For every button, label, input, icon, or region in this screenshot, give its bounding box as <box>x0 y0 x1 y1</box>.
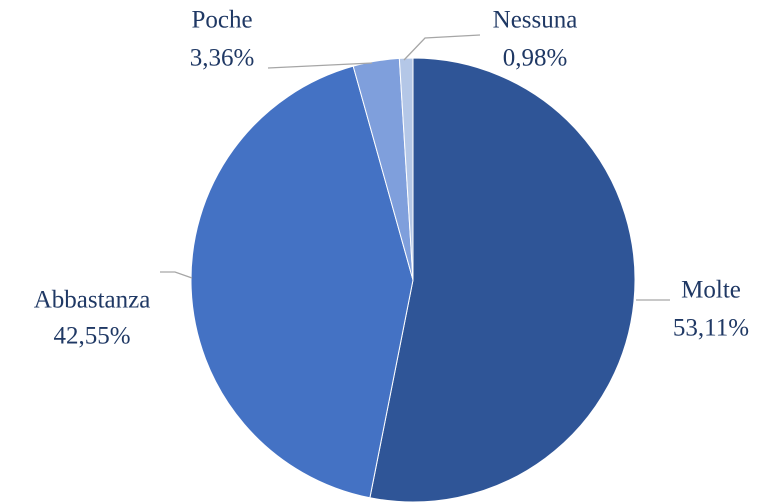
slice-value-label: 3,36% <box>190 45 255 72</box>
slice-value-label: 0,98% <box>503 45 568 72</box>
pie-slice <box>369 57 636 502</box>
leader-line <box>160 271 193 279</box>
slice-label: Poche <box>191 7 252 34</box>
leader-line <box>403 34 481 61</box>
slice-label: Abbastanza <box>34 287 151 314</box>
slice-value-label: 53,11% <box>673 315 749 342</box>
leader-line <box>267 62 373 69</box>
slice-label: Nessuna <box>493 7 578 34</box>
pie-slice <box>190 65 414 499</box>
slice-label: Molte <box>681 277 741 304</box>
slice-value-label: 42,55% <box>53 323 130 350</box>
